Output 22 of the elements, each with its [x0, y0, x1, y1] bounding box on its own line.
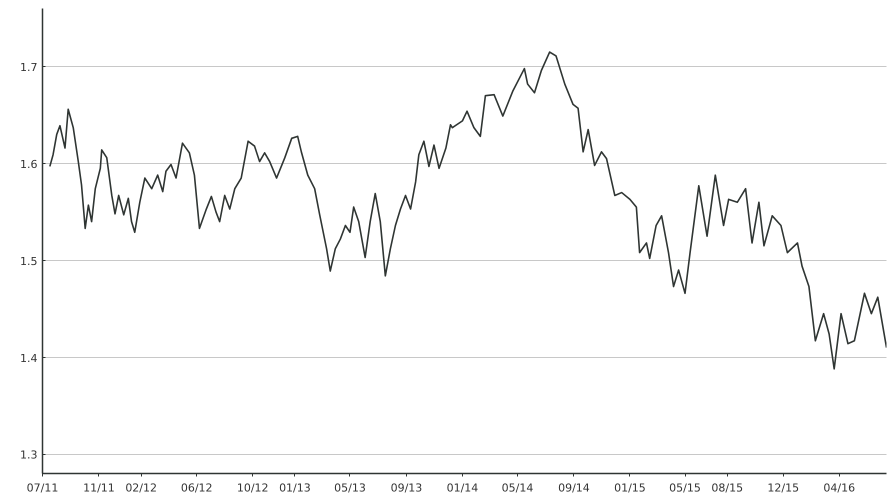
y-tick-label: 1.4: [20, 352, 38, 365]
x-tick-label: 05/13: [334, 482, 366, 494]
x-tick-label: 11/11: [83, 482, 115, 494]
y-tick-label: 1.5: [20, 254, 38, 268]
x-tick-label: 01/14: [446, 482, 478, 494]
x-tick-label: 09/13: [390, 482, 422, 494]
x-tick-label: 05/15: [669, 482, 701, 494]
x-tick-label: 02/12: [125, 482, 158, 494]
x-tick-label: 01/15: [614, 482, 646, 494]
x-tick-label: 10/12: [236, 482, 269, 494]
x-tick-label: 08/15: [711, 482, 744, 494]
x-tick-label: 06/12: [180, 482, 213, 494]
y-tick-label: 1.3: [20, 448, 38, 462]
line-series: [49, 51, 886, 370]
x-tick-label: 07/11: [26, 482, 58, 494]
x-tick-label: 05/14: [502, 482, 534, 494]
x-tick-label: 04/16: [823, 482, 856, 494]
y-tick-label: 1.6: [20, 158, 38, 171]
x-tick-label: 12/15: [767, 482, 800, 494]
y-tick-label: 1.7: [20, 61, 38, 74]
x-tick-label: 01/13: [279, 482, 311, 494]
x-tick-label: 09/14: [558, 482, 590, 494]
